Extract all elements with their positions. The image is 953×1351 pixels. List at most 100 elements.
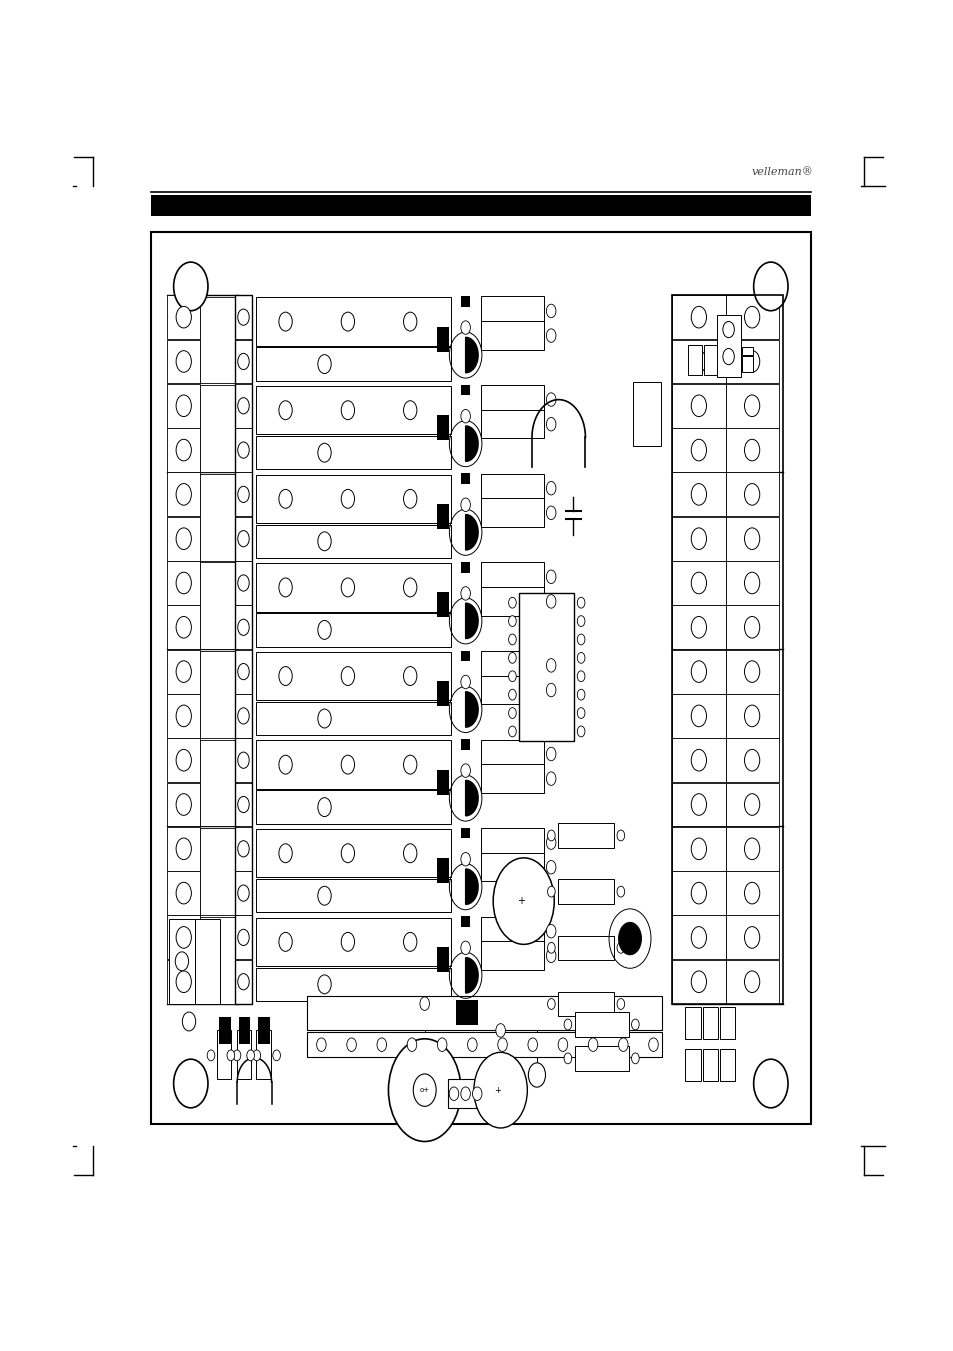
Circle shape (691, 307, 706, 328)
Bar (167, 827, 200, 871)
Circle shape (546, 659, 556, 673)
Circle shape (631, 1052, 639, 1063)
Bar (437, 858, 449, 884)
Bar (167, 605, 200, 650)
Circle shape (278, 312, 292, 331)
Bar (480, 562, 543, 590)
Bar (672, 473, 724, 516)
Circle shape (722, 322, 734, 338)
Circle shape (743, 351, 759, 373)
Bar (717, 315, 740, 377)
Circle shape (460, 852, 470, 866)
Circle shape (436, 1038, 446, 1051)
Bar (167, 959, 200, 1004)
Circle shape (743, 661, 759, 682)
Bar (258, 1017, 270, 1044)
Circle shape (237, 486, 249, 503)
Circle shape (317, 797, 331, 816)
Bar (256, 880, 451, 912)
Bar (151, 232, 810, 1124)
Circle shape (403, 755, 416, 774)
Bar (169, 919, 194, 1004)
Circle shape (546, 417, 556, 431)
Circle shape (173, 1059, 208, 1108)
Bar (558, 823, 614, 847)
Circle shape (546, 924, 556, 938)
Circle shape (341, 401, 355, 420)
Circle shape (316, 1038, 326, 1051)
Bar (724, 473, 778, 516)
Circle shape (341, 312, 355, 331)
Bar (167, 738, 200, 782)
Circle shape (176, 705, 192, 727)
Circle shape (497, 1038, 507, 1051)
Bar (235, 516, 252, 561)
Circle shape (691, 882, 706, 904)
Circle shape (508, 725, 516, 736)
Bar (256, 386, 451, 435)
Bar (256, 347, 451, 381)
Circle shape (176, 750, 192, 771)
Circle shape (237, 885, 249, 901)
Bar (437, 504, 449, 528)
Circle shape (631, 1019, 639, 1029)
Bar (460, 296, 470, 307)
Circle shape (617, 830, 624, 840)
Circle shape (743, 528, 759, 550)
Bar (167, 561, 200, 605)
Bar (724, 694, 778, 738)
Circle shape (691, 661, 706, 682)
Bar (256, 790, 451, 824)
Circle shape (743, 927, 759, 948)
Bar (235, 694, 252, 738)
Circle shape (577, 616, 584, 627)
Bar (685, 1006, 700, 1039)
Circle shape (743, 705, 759, 727)
Circle shape (176, 882, 192, 904)
Bar (167, 916, 200, 959)
Bar (200, 651, 236, 738)
Circle shape (403, 578, 416, 597)
Circle shape (403, 312, 416, 331)
Circle shape (207, 1050, 214, 1061)
Bar (724, 296, 778, 339)
Circle shape (691, 927, 706, 948)
Circle shape (691, 528, 706, 550)
Bar (218, 1017, 231, 1044)
Bar (235, 605, 252, 650)
Bar (724, 959, 778, 1004)
Bar (672, 959, 724, 1004)
Circle shape (403, 932, 416, 951)
Bar (200, 297, 236, 384)
Circle shape (341, 755, 355, 774)
Circle shape (691, 705, 706, 727)
Bar (687, 346, 701, 376)
Circle shape (237, 576, 249, 592)
Circle shape (317, 443, 331, 462)
Bar (235, 916, 252, 959)
Circle shape (528, 1063, 545, 1088)
Circle shape (176, 307, 192, 328)
Bar (167, 473, 200, 516)
Polygon shape (465, 426, 477, 462)
Circle shape (691, 484, 706, 505)
Circle shape (617, 943, 624, 954)
Circle shape (237, 974, 249, 990)
Circle shape (618, 1038, 627, 1051)
Circle shape (278, 401, 292, 420)
Bar (480, 322, 543, 350)
Bar (724, 561, 778, 605)
Circle shape (273, 1050, 280, 1061)
Bar (672, 605, 724, 650)
Bar (703, 346, 718, 376)
Circle shape (413, 1074, 436, 1106)
Circle shape (547, 943, 555, 954)
Bar (167, 694, 200, 738)
Circle shape (176, 971, 192, 993)
Circle shape (253, 1050, 260, 1061)
Circle shape (460, 676, 470, 689)
Bar (447, 1079, 483, 1108)
Circle shape (691, 750, 706, 771)
Circle shape (419, 997, 429, 1011)
Bar (200, 474, 236, 561)
